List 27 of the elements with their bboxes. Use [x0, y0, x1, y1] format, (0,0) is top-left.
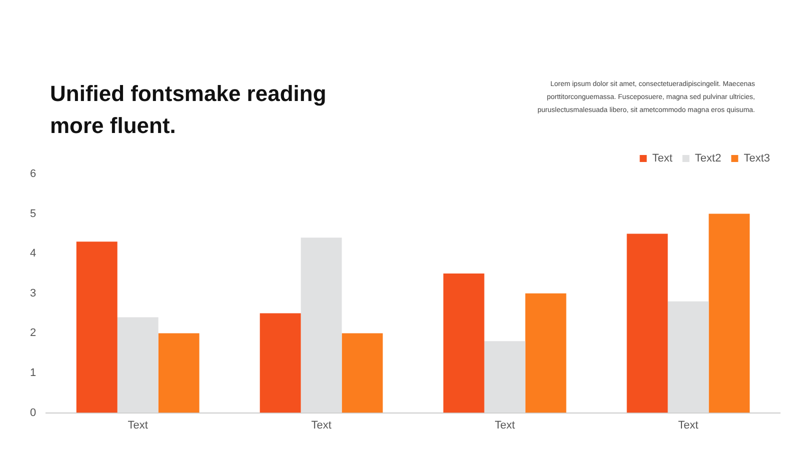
legend-label: Text: [652, 152, 672, 165]
bar: [76, 242, 118, 413]
bar: [260, 313, 301, 413]
x-tick-label: Text: [311, 419, 332, 432]
bar: [668, 301, 709, 413]
x-tick-label: Text: [128, 419, 148, 432]
bar: [525, 293, 566, 413]
y-tick-label: 1: [30, 367, 36, 380]
chart-title: Unified fontsmake reading more fluent.: [50, 80, 328, 140]
bar: [300, 238, 342, 413]
y-tick-label: 4: [30, 248, 36, 260]
bar: [158, 333, 200, 413]
y-tick-label: 2: [30, 327, 36, 340]
x-tick-label: Text: [494, 419, 515, 432]
y-tick-label: 5: [30, 208, 36, 220]
bar: [117, 317, 158, 413]
x-tick-label: Text: [678, 419, 698, 432]
bar: [708, 214, 750, 413]
bar: [342, 333, 383, 413]
legend-label: Text2: [694, 152, 722, 165]
y-tick-label: 6: [30, 168, 36, 180]
y-tick-label: 3: [30, 287, 36, 300]
bar: [443, 274, 484, 413]
bar: [484, 341, 526, 413]
legend-label: Text3: [744, 152, 770, 165]
y-tick-label: 0: [30, 406, 36, 419]
bar: [626, 234, 668, 413]
